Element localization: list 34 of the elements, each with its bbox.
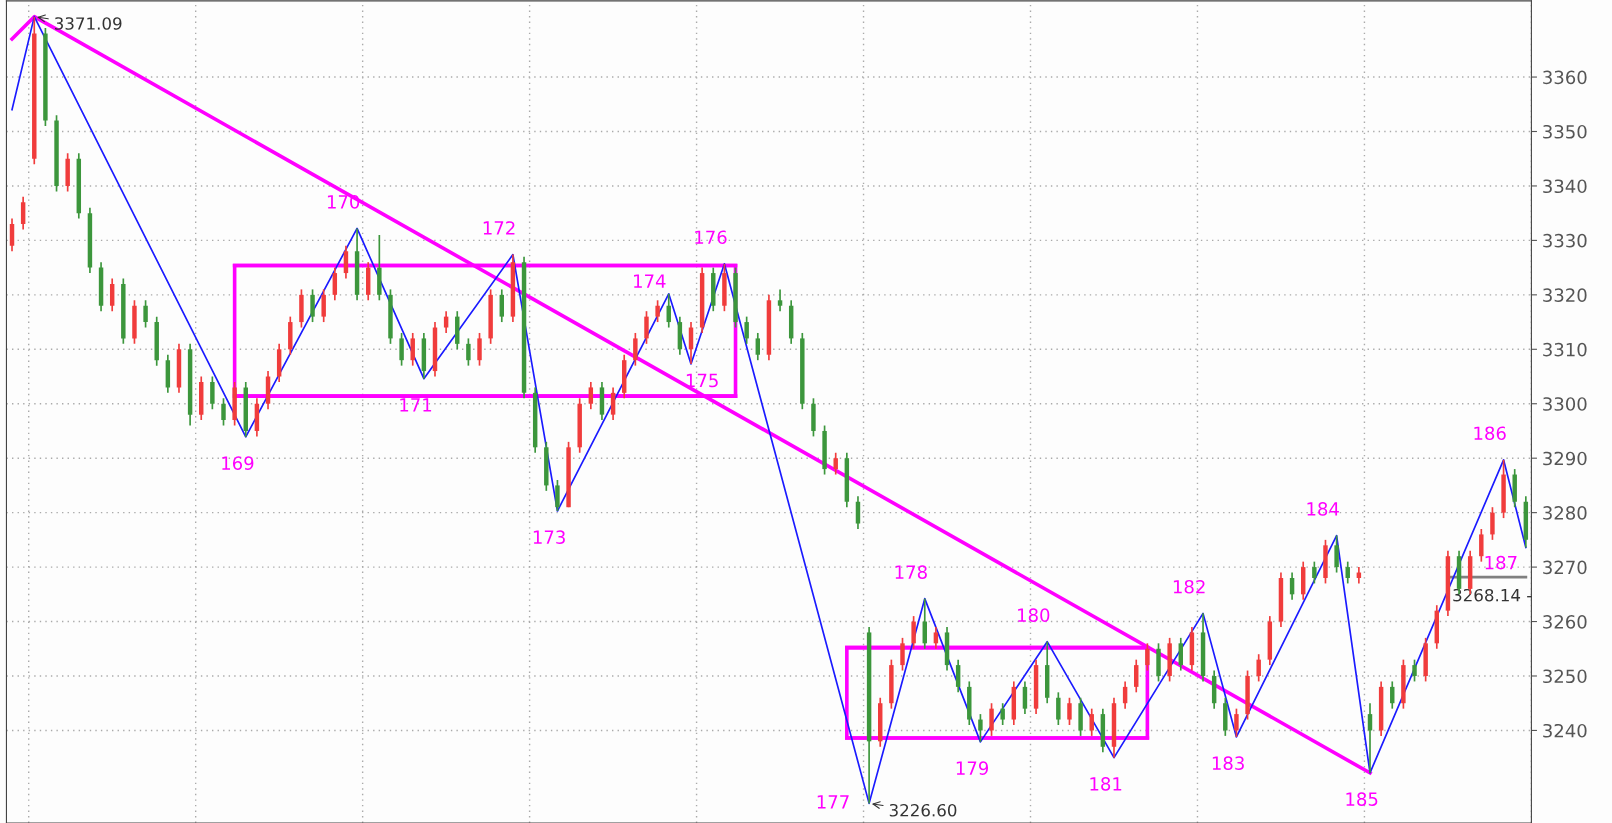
annotation: 179 [956,761,989,775]
y-tick-label: 3270 [1543,560,1587,575]
annotation: 175 [686,373,718,388]
annotation: 3371.09 [54,17,122,30]
annotation: 183 [1212,756,1244,770]
y-tick-label: 3300 [1543,397,1587,411]
annotation: 173 [533,530,565,545]
y-tick-label: 3240 [1543,723,1587,738]
annotation: 172 [483,221,515,235]
annotation: 169 [222,456,254,470]
annotation: 182 [1173,579,1205,594]
annotation: 3226.60 [889,803,957,817]
y-tick-label: 3350 [1543,124,1587,139]
annotation: 186 [1474,426,1506,441]
annotation: 184 [1307,502,1339,516]
annotation: 174 [634,274,666,288]
y-tick-label: 3320 [1543,288,1587,302]
y-tick-label: 3260 [1543,615,1587,629]
annotation: 3268.14 - [1453,588,1532,602]
y-tick-label: 3330 [1543,233,1587,248]
annotation: 181 [1090,777,1122,791]
annotation: 171 [400,398,432,412]
y-tick-label: 3280 [1543,506,1587,520]
annotation: 180 [1018,608,1050,622]
y-tick-label: 3250 [1543,669,1587,684]
annotation: 176 [695,230,727,245]
annotation: 187 [1485,555,1517,570]
y-tick-label: 3340 [1543,179,1587,194]
y-tick-label: 3310 [1543,342,1587,357]
y-tick-label: 3360 [1543,70,1587,85]
annotation: 185 [1346,792,1378,806]
y-tick-label: 3290 [1543,451,1587,466]
annotation: 177 [817,795,849,809]
annotation: 178 [895,565,927,579]
